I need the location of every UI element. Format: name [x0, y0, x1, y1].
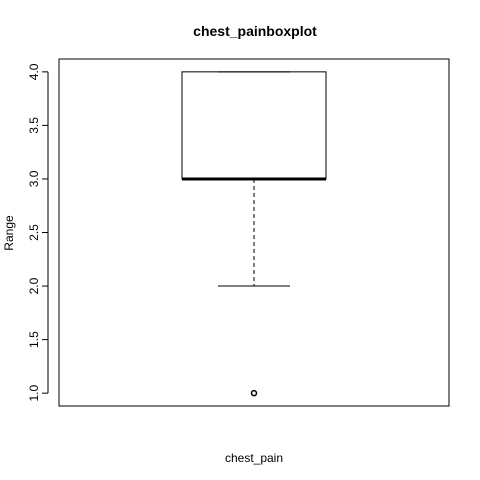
y-tick-label: 2.5 — [27, 224, 41, 241]
y-tick-label: 4.0 — [27, 63, 41, 80]
y-tick-label: 3.5 — [27, 117, 41, 134]
y-tick-label: 1.0 — [27, 384, 41, 401]
plot-frame — [58, 58, 450, 407]
box-plot — [181, 71, 327, 397]
y-axis-label: Range — [2, 215, 16, 251]
y-ticks: 1.0 1.5 2.0 2.5 3.0 3.5 4.0 — [27, 63, 48, 401]
chart-title: chest_painboxplot — [193, 23, 317, 39]
y-tick-label: 2.0 — [27, 277, 41, 294]
outliers — [250, 389, 258, 397]
y-tick-label: 3.0 — [27, 170, 41, 187]
y-axis: 1.0 1.5 2.0 2.5 3.0 3.5 4.0 — [27, 63, 49, 401]
outlier-point — [250, 389, 258, 397]
x-axis-label: chest_pain — [225, 451, 283, 465]
box-interquartile — [181, 71, 327, 180]
y-tick-label: 1.5 — [27, 331, 41, 348]
